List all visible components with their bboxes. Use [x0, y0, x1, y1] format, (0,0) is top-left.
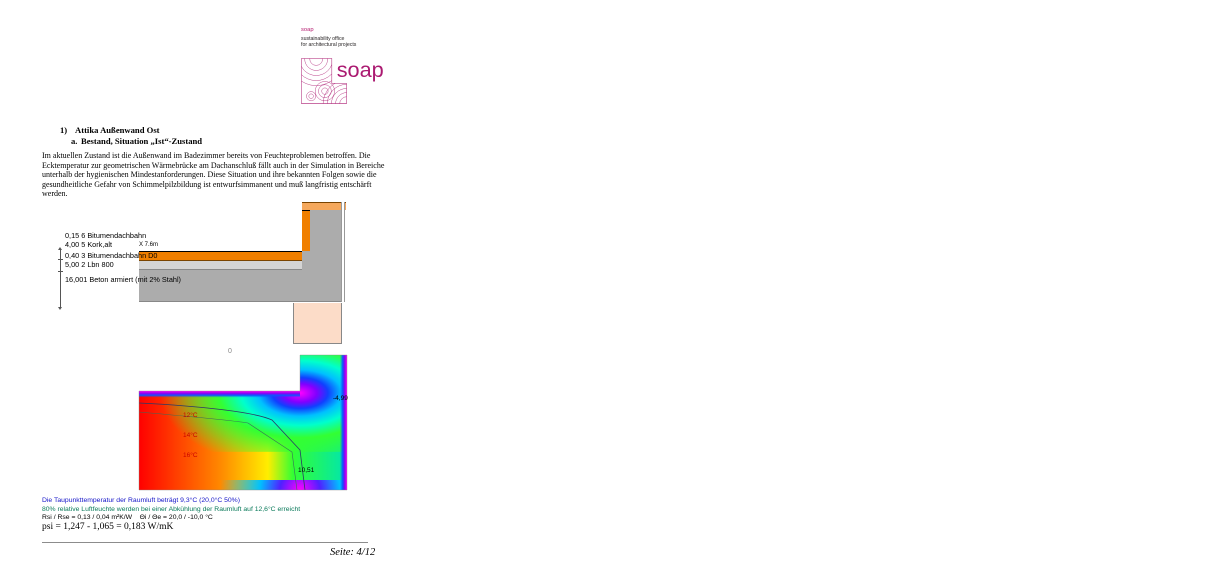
svg-text:16°C: 16°C: [183, 451, 198, 459]
svg-text:10,51: 10,51: [298, 467, 315, 474]
svg-text:0: 0: [228, 348, 232, 355]
svg-text:12°C: 12°C: [183, 411, 198, 419]
svg-text:14°C: 14°C: [183, 431, 198, 439]
svg-text:-4,99: -4,99: [333, 395, 348, 402]
